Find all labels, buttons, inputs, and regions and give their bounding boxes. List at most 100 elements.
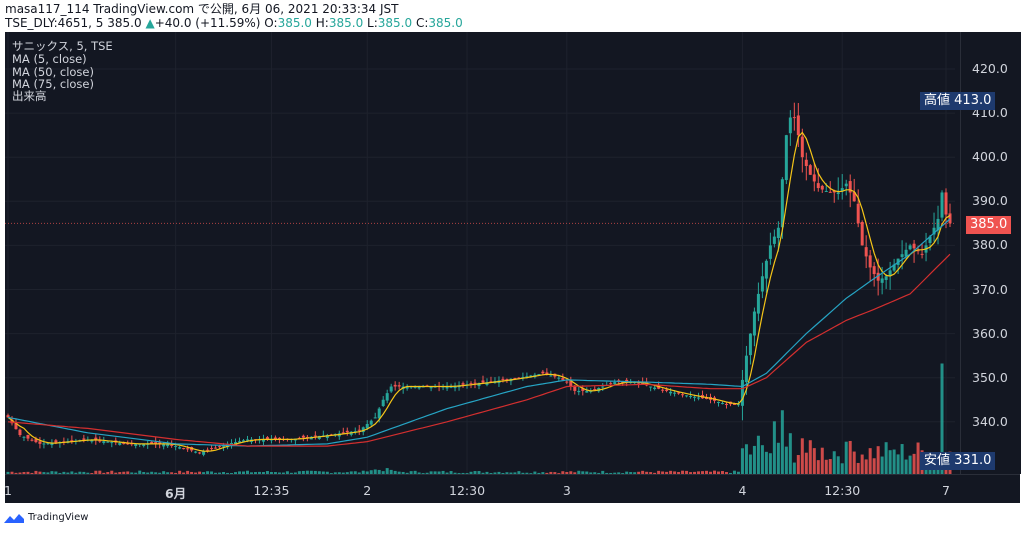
- volume-bar: [800, 438, 804, 474]
- candle-body: [461, 383, 465, 385]
- candle-body: [305, 436, 309, 438]
- candle-body: [768, 245, 772, 259]
- volume-bar: [190, 471, 194, 474]
- volume-bar: [701, 471, 705, 474]
- candle-body: [868, 255, 872, 268]
- candle-body: [760, 276, 764, 292]
- volume-bar: [792, 462, 796, 474]
- volume-bar: [820, 447, 824, 474]
- volume-bar: [681, 470, 685, 474]
- volume-bar: [166, 472, 170, 474]
- candle-body: [381, 399, 385, 407]
- volume-bar: [732, 470, 736, 474]
- volume-bar: [357, 472, 361, 474]
- volume-bar: [493, 472, 497, 474]
- volume-bar: [142, 472, 146, 474]
- publisher-line: masa117_114 TradingView.com で公開, 6月 06, …: [5, 2, 399, 16]
- candle-body: [170, 444, 174, 446]
- volume-bar: [597, 472, 601, 474]
- candle-body: [724, 403, 728, 405]
- volume-bar: [269, 472, 273, 474]
- candle-body: [405, 386, 409, 389]
- volume-bar: [517, 471, 521, 474]
- volume-bar: [405, 472, 409, 474]
- low-tag-value: 331.0: [954, 453, 992, 468]
- volume-bar: [445, 472, 449, 474]
- candle-body: [174, 446, 178, 448]
- candle-body: [317, 435, 321, 439]
- candle-body: [26, 434, 30, 439]
- volume-bar: [178, 470, 182, 474]
- ma75-line: [7, 253, 951, 447]
- volume-bar: [321, 471, 325, 474]
- candle-body: [796, 115, 800, 136]
- legend-ma50[interactable]: MA (50, close): [12, 65, 94, 79]
- candle-body: [22, 436, 26, 438]
- candle-body: [625, 379, 629, 383]
- volume-bar: [98, 470, 102, 474]
- volume-bar: [677, 471, 681, 474]
- volume-bar: [569, 471, 573, 474]
- volume-bar: [409, 471, 413, 474]
- candle-body: [569, 380, 573, 387]
- candle-body: [820, 185, 824, 190]
- volume-bar: [900, 444, 904, 474]
- volume-bar: [709, 471, 713, 474]
- candle-body: [661, 389, 665, 391]
- volume-bar: [202, 472, 206, 474]
- volume-bar: [852, 451, 856, 474]
- candle-body: [389, 386, 393, 392]
- plot-area[interactable]: [5, 32, 960, 474]
- volume-bar: [860, 454, 864, 474]
- volume-bar: [473, 471, 477, 474]
- volume-bar: [541, 472, 545, 474]
- volume-bar: [449, 471, 453, 474]
- price-tick-label: 390.0: [972, 193, 1008, 209]
- candle-body: [210, 448, 214, 450]
- candle-body: [218, 446, 222, 448]
- volume-bar: [689, 472, 693, 474]
- volume-bar: [365, 471, 369, 474]
- volume-bar: [453, 472, 457, 474]
- candle-body: [377, 408, 381, 419]
- candle-body: [50, 442, 54, 446]
- volume-bar: [6, 471, 10, 474]
- volume-bar: [437, 471, 441, 474]
- candle-body: [505, 378, 509, 380]
- time-tick-label: 1: [4, 483, 12, 498]
- candle-body: [840, 188, 844, 192]
- candle-body: [70, 440, 74, 442]
- volume-bar: [245, 470, 249, 474]
- candle-body: [864, 247, 868, 257]
- volume-bar: [832, 451, 836, 474]
- volume-bar: [565, 471, 569, 474]
- legend-volume[interactable]: 出来高: [12, 89, 47, 103]
- candle-body: [916, 250, 920, 252]
- legend-ma75[interactable]: MA (75, close): [12, 77, 94, 91]
- tradingview-logo-icon: [4, 513, 24, 523]
- volume-bar: [637, 471, 641, 474]
- candle-body: [38, 441, 42, 444]
- legend-title[interactable]: サニックス, 5, TSE: [12, 39, 113, 53]
- low-value: 385.0: [377, 16, 413, 30]
- volume-bar: [381, 471, 385, 474]
- legend-ma5[interactable]: MA (5, close): [12, 52, 87, 66]
- candle-body: [852, 192, 856, 202]
- volume-bar: [657, 470, 661, 474]
- ohlc-line: TSE_DLY:4651, 5 385.0 ▲+40.0 (+11.59%) O…: [5, 16, 463, 31]
- candle-body: [397, 385, 401, 387]
- candle-body: [18, 429, 22, 436]
- candle-body: [904, 249, 908, 257]
- volume-bar: [46, 472, 50, 474]
- volume-bar: [42, 472, 46, 474]
- price-tick-label: 370.0: [972, 281, 1008, 297]
- time-axis[interactable]: [5, 474, 1020, 503]
- candle-body: [601, 386, 605, 388]
- candle-body: [848, 181, 852, 193]
- candle-body: [365, 424, 369, 429]
- candle-body: [697, 397, 701, 399]
- high-tag-value: 413.0: [954, 93, 992, 108]
- candle-body: [685, 395, 689, 397]
- volume-bar: [545, 472, 549, 474]
- volume-bar: [828, 459, 832, 474]
